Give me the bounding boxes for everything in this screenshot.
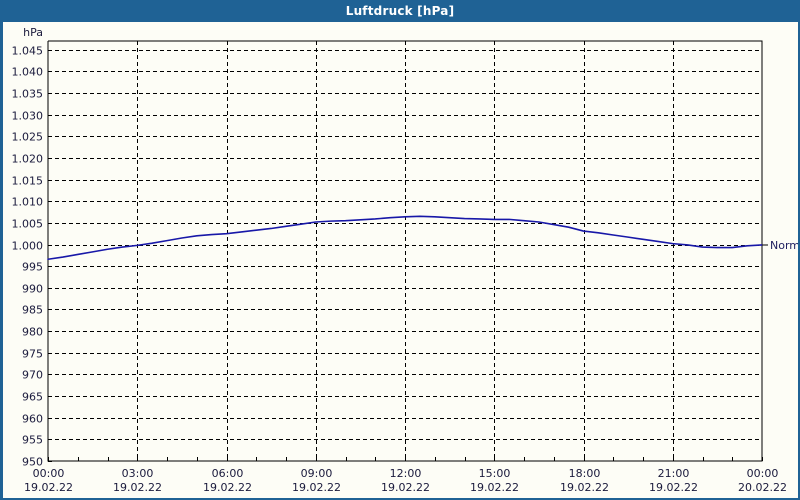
window-title-bar: Luftdruck [hPa] (3, 0, 798, 22)
y-tick-label: 960 (22, 413, 43, 426)
y-tick-label: 1.025 (12, 131, 44, 144)
x-tick-date: 19.02.22 (560, 481, 609, 494)
y-axis-labels: 950 955 960 965 970 975 980 985 990 995 1.000 1.005… (12, 45, 44, 469)
x-tick-time: 00:00 (33, 467, 65, 480)
x-tick-date: 19.02.22 (649, 481, 698, 494)
y-tick-label: 1.015 (12, 175, 44, 188)
chart-plot-area: 950 955 960 965 970 975 980 985 990 995 1.000 1.005… (3, 22, 799, 498)
x-axis-minor-ticks (48, 457, 763, 461)
x-tick-time: 18:00 (569, 467, 601, 480)
x-tick-time: 06:00 (212, 467, 244, 480)
y-tick-label: 1.045 (12, 45, 44, 58)
x-tick-time: 00:00 (747, 467, 779, 480)
x-tick-time: 09:00 (301, 467, 333, 480)
pressure-series-line (47, 215, 763, 261)
y-tick-label: 990 (22, 283, 43, 296)
series-label: Normal (770, 239, 798, 252)
x-tick-time: 15:00 (479, 467, 511, 480)
y-tick-label: 1.020 (12, 153, 44, 166)
x-tick-date: 19.02.22 (24, 481, 73, 494)
x-tick-date: 19.02.22 (381, 481, 430, 494)
x-tick-time: 12:00 (390, 467, 422, 480)
y-axis-title: hPa (23, 26, 43, 39)
x-tick-date: 19.02.22 (113, 481, 162, 494)
pressure-line-chart: 950 955 960 965 970 975 980 985 990 995 1.000 1.005… (12, 26, 799, 494)
x-tick-time: 03:00 (122, 467, 154, 480)
y-tick-label: 970 (22, 369, 43, 382)
y-tick-label: 1.035 (12, 88, 44, 101)
x-tick-date: 19.02.22 (292, 481, 341, 494)
y-axis-tick-marks (48, 50, 52, 462)
x-tick-time: 21:00 (658, 467, 690, 480)
y-tick-label: 1.005 (12, 218, 44, 231)
y-tick-label: 965 (22, 391, 43, 404)
page-title: Luftdruck [hPa] (345, 4, 455, 18)
y-tick-label: 975 (22, 348, 43, 361)
y-tick-label: 1.040 (12, 66, 44, 79)
vertical-gridlines (137, 41, 674, 461)
y-tick-label: 1.000 (12, 240, 44, 253)
y-tick-label: 985 (22, 304, 43, 317)
plot-frame (47, 40, 763, 462)
y-tick-label: 955 (22, 434, 43, 447)
x-tick-date: 19.02.22 (203, 481, 252, 494)
x-tick-date: 20.02.22 (738, 481, 787, 494)
x-tick-date: 19.02.22 (470, 481, 519, 494)
y-tick-label: 1.010 (12, 196, 44, 209)
y-tick-label: 1.030 (12, 110, 44, 123)
y-tick-label: 950 (22, 456, 43, 469)
x-axis-labels: 00:0019.02.2203:0019.02.2206:0019.02.220… (24, 467, 787, 494)
y-tick-label: 995 (22, 261, 43, 274)
y-tick-label: 980 (22, 326, 43, 339)
